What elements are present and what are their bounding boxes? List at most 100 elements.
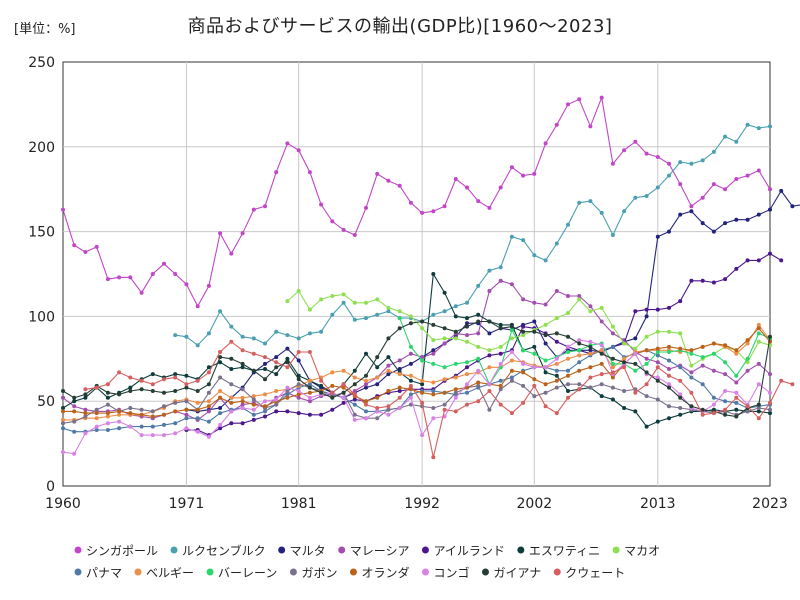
data-point [285, 356, 290, 361]
data-point [229, 382, 234, 387]
data-point [588, 124, 593, 129]
data-point [756, 406, 761, 410]
data-point [397, 309, 402, 314]
data-point [633, 346, 638, 351]
data-point [195, 389, 200, 393]
data-point [420, 378, 425, 383]
data-point [566, 344, 570, 349]
data-point [768, 207, 772, 212]
data-point [364, 402, 368, 407]
data-point [577, 338, 582, 343]
data-point [94, 407, 99, 412]
data-point [240, 402, 245, 407]
data-point [442, 390, 447, 395]
data-point [644, 424, 649, 429]
data-point [105, 395, 110, 400]
data-point [263, 377, 267, 382]
data-point [117, 370, 122, 375]
data-point [408, 321, 413, 326]
data-point [431, 272, 436, 276]
data-point [386, 178, 391, 183]
legend-marker [553, 568, 561, 576]
data-point [397, 372, 402, 377]
data-point [476, 380, 481, 385]
legend-marker [134, 568, 142, 576]
data-point [768, 251, 772, 256]
data-point [509, 328, 514, 332]
data-point [251, 394, 256, 399]
data-point [61, 389, 65, 393]
data-point [554, 378, 559, 383]
data-point [240, 387, 245, 392]
data-point [105, 277, 110, 282]
data-point [689, 375, 694, 380]
data-point [307, 412, 312, 417]
data-point [667, 382, 671, 387]
data-point [195, 343, 200, 348]
data-point [700, 344, 705, 349]
legend-item: クウェート [553, 566, 625, 580]
data-point [184, 399, 189, 404]
data-point [554, 122, 559, 127]
data-point [655, 397, 660, 402]
data-point [330, 219, 335, 224]
data-point [251, 207, 256, 212]
data-point [689, 348, 694, 353]
data-point [498, 387, 503, 392]
series-シンガポール [61, 95, 772, 309]
data-point [285, 409, 290, 414]
data-point [610, 365, 615, 370]
data-point [476, 319, 481, 324]
data-point [554, 411, 559, 416]
series-オランダ [61, 326, 772, 419]
data-point [240, 334, 245, 339]
data-point [442, 341, 447, 346]
data-point [465, 390, 469, 395]
series-マカオ [285, 289, 772, 368]
data-point [229, 356, 234, 361]
data-point [577, 297, 582, 302]
data-point [263, 399, 267, 404]
data-point [734, 390, 739, 395]
data-point [610, 356, 615, 361]
data-point [375, 395, 380, 400]
data-point [431, 406, 436, 410]
y-tick-label: 100 [28, 309, 55, 325]
data-point [700, 221, 705, 226]
data-point [184, 416, 189, 421]
data-point [105, 414, 110, 419]
data-point [768, 372, 772, 377]
data-point [633, 309, 638, 314]
data-point [644, 356, 649, 361]
legend-marker [74, 546, 82, 554]
legend-label: ガイアナ [493, 566, 541, 580]
data-point [734, 373, 739, 378]
data-point [711, 395, 716, 400]
data-point [341, 390, 346, 395]
data-point [218, 375, 223, 380]
data-point [150, 409, 155, 414]
x-tick-label: 1992 [404, 496, 440, 512]
data-point [285, 333, 290, 338]
data-point [644, 370, 649, 375]
data-point [655, 375, 660, 380]
x-tick-label: 2013 [640, 496, 676, 512]
data-point [689, 370, 694, 375]
data-point [521, 173, 526, 178]
data-point [397, 183, 402, 188]
data-point [655, 329, 660, 334]
legend-label: クウェート [565, 566, 625, 580]
series-line [62, 280, 771, 421]
data-point [375, 416, 380, 421]
data-point [263, 341, 267, 346]
data-point [285, 392, 290, 397]
data-point [678, 160, 683, 165]
data-point [711, 351, 716, 356]
data-point [566, 334, 570, 339]
data-point [364, 351, 368, 356]
data-point [678, 378, 683, 383]
data-point [667, 373, 671, 378]
data-point [296, 377, 301, 382]
data-point [633, 390, 638, 395]
